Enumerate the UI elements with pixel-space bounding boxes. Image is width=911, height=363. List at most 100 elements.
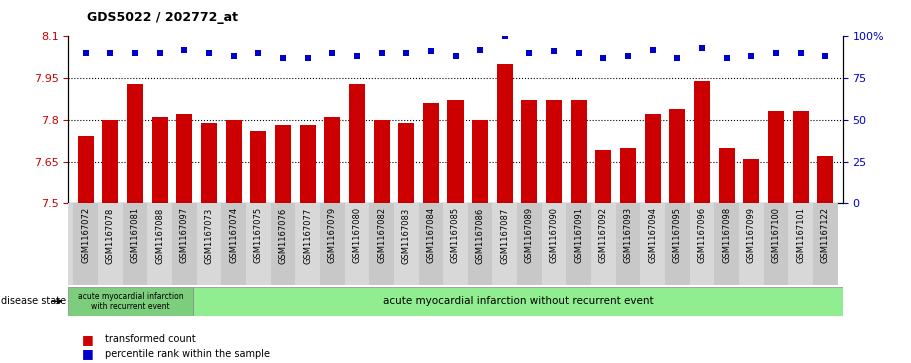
Point <box>793 50 808 56</box>
Bar <box>271 203 295 285</box>
Point <box>818 53 833 59</box>
Bar <box>398 123 415 203</box>
Bar <box>763 203 788 285</box>
Text: GSM1167081: GSM1167081 <box>130 207 139 264</box>
Bar <box>517 203 542 285</box>
Text: acute myocardial infarction
with recurrent event: acute myocardial infarction with recurre… <box>78 291 184 311</box>
Bar <box>349 83 365 203</box>
Bar <box>221 203 246 285</box>
Bar <box>275 125 291 203</box>
Text: GSM1167076: GSM1167076 <box>279 207 287 264</box>
Bar <box>201 123 217 203</box>
Point <box>620 53 635 59</box>
Bar <box>743 159 760 203</box>
Bar <box>226 120 241 203</box>
Bar <box>443 203 468 285</box>
Bar <box>793 111 809 203</box>
Point <box>571 50 586 56</box>
Point <box>670 55 685 61</box>
Bar <box>151 117 168 203</box>
Bar <box>690 203 714 285</box>
Text: percentile rank within the sample: percentile rank within the sample <box>105 349 270 359</box>
Bar <box>394 203 418 285</box>
Point <box>128 50 142 56</box>
Point <box>152 50 167 56</box>
Point <box>301 55 315 61</box>
Bar <box>418 203 443 285</box>
Text: GSM1167083: GSM1167083 <box>402 207 411 264</box>
Bar <box>193 287 843 316</box>
Bar <box>423 103 439 203</box>
Text: GSM1167088: GSM1167088 <box>155 207 164 264</box>
Point <box>720 55 734 61</box>
Text: GSM1167074: GSM1167074 <box>229 207 238 264</box>
Text: GSM1167073: GSM1167073 <box>204 207 213 264</box>
Text: ■: ■ <box>82 333 94 346</box>
Bar <box>496 64 513 203</box>
Text: GSM1167080: GSM1167080 <box>353 207 362 264</box>
Text: GSM1167122: GSM1167122 <box>821 207 830 264</box>
Bar <box>788 203 814 285</box>
Point <box>276 55 291 61</box>
Bar <box>814 203 838 285</box>
Point <box>78 50 93 56</box>
Bar <box>197 203 221 285</box>
Text: GSM1167078: GSM1167078 <box>106 207 115 264</box>
Text: GSM1167079: GSM1167079 <box>328 207 337 264</box>
Bar <box>369 203 394 285</box>
Text: GDS5022 / 202772_at: GDS5022 / 202772_at <box>87 11 238 24</box>
Bar <box>374 120 390 203</box>
Text: GSM1167098: GSM1167098 <box>722 207 732 264</box>
Text: GSM1167099: GSM1167099 <box>747 207 756 264</box>
Bar <box>77 136 94 203</box>
Text: GSM1167095: GSM1167095 <box>673 207 682 264</box>
Text: GSM1167091: GSM1167091 <box>574 207 583 264</box>
Bar <box>542 203 567 285</box>
Bar <box>739 203 763 285</box>
Text: disease state: disease state <box>1 296 66 306</box>
Point <box>251 50 265 56</box>
Bar <box>102 120 118 203</box>
Text: GSM1167092: GSM1167092 <box>599 207 608 264</box>
Point <box>695 45 710 51</box>
Bar <box>521 100 537 203</box>
Text: GSM1167084: GSM1167084 <box>426 207 435 264</box>
Bar <box>148 203 172 285</box>
Text: GSM1167093: GSM1167093 <box>624 207 632 264</box>
Bar <box>591 203 616 285</box>
Bar <box>295 203 320 285</box>
Text: GSM1167077: GSM1167077 <box>303 207 312 264</box>
Text: GSM1167087: GSM1167087 <box>500 207 509 264</box>
Bar <box>616 203 640 285</box>
Point <box>399 50 414 56</box>
Text: GSM1167101: GSM1167101 <box>796 207 805 264</box>
Bar <box>472 120 488 203</box>
Bar <box>97 203 123 285</box>
Point <box>226 53 241 59</box>
Point <box>473 47 487 53</box>
Text: acute myocardial infarction without recurrent event: acute myocardial infarction without recu… <box>383 296 653 306</box>
Text: GSM1167086: GSM1167086 <box>476 207 485 264</box>
Bar <box>546 100 562 203</box>
Bar <box>645 114 660 203</box>
Bar <box>123 203 148 285</box>
Text: GSM1167096: GSM1167096 <box>698 207 707 264</box>
Point <box>325 50 340 56</box>
Bar <box>68 287 193 316</box>
Text: GSM1167075: GSM1167075 <box>253 207 262 264</box>
Point <box>646 47 660 53</box>
Bar <box>665 203 690 285</box>
Bar <box>620 148 636 203</box>
Bar <box>596 150 611 203</box>
Bar <box>640 203 665 285</box>
Text: transformed count: transformed count <box>105 334 196 344</box>
Point <box>374 50 389 56</box>
Bar <box>127 83 143 203</box>
Bar <box>172 203 197 285</box>
Bar <box>714 203 739 285</box>
Bar <box>768 111 784 203</box>
Bar <box>176 114 192 203</box>
Bar <box>300 125 315 203</box>
Bar <box>571 100 587 203</box>
Point <box>497 33 512 39</box>
